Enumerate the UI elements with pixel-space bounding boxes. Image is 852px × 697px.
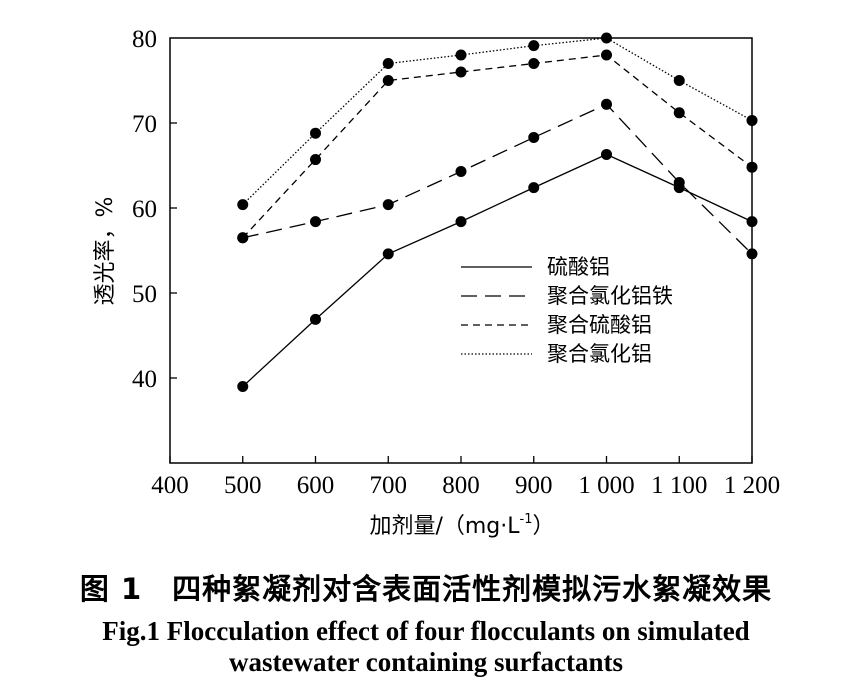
x-tick-label: 1 000 <box>578 472 634 499</box>
data-point <box>601 148 612 160</box>
series-line-3 <box>242 54 753 239</box>
x-tick-label: 1 100 <box>651 472 707 499</box>
y-tick-label: 80 <box>132 26 157 53</box>
data-point <box>310 313 321 325</box>
data-point <box>237 232 249 244</box>
data-point <box>455 216 467 228</box>
data-point <box>601 32 612 44</box>
y-tick-label: 70 <box>132 111 157 138</box>
series-line-4 <box>242 37 753 206</box>
data-point <box>237 199 249 211</box>
data-point <box>746 161 758 173</box>
data-point <box>601 49 612 61</box>
legend-label: 聚合硫酸铝 <box>547 313 652 337</box>
data-point <box>382 75 394 86</box>
y-tick-label: 50 <box>132 281 157 308</box>
series-line-1 <box>242 153 753 387</box>
x-tick-label: 600 <box>297 472 335 499</box>
data-point <box>746 114 758 126</box>
data-point <box>528 131 540 143</box>
x-axis-title: 加剂量/（mg·L-1） <box>369 512 554 539</box>
x-tick-label: 900 <box>515 472 553 499</box>
x-tick-label: 1 200 <box>724 472 780 499</box>
x-tick-label: 800 <box>442 472 480 499</box>
y-tick-label: 40 <box>132 366 157 393</box>
data-point <box>310 216 321 228</box>
y-tick-label: 60 <box>132 196 157 223</box>
data-point <box>746 216 758 228</box>
data-point <box>382 58 394 69</box>
chart: 400 500 600 700 800 900 1 000 1 100 1 200 40 50 60 7… <box>93 26 780 539</box>
data-point <box>528 58 540 69</box>
x-tick-label: 700 <box>370 472 408 499</box>
series-line-2 <box>242 103 753 255</box>
data-point <box>601 98 612 110</box>
data-point <box>673 107 685 119</box>
series-lines <box>242 37 753 387</box>
figure-caption-chinese: 图 1 四种絮凝剂对含表面活性剂模拟污水絮凝效果 <box>79 572 773 606</box>
axis-ticks: 400 500 600 700 800 900 1 000 1 100 1 200 40 50 60 7… <box>132 26 780 499</box>
data-point <box>310 154 321 166</box>
data-point <box>455 66 467 78</box>
x-tick-label: 400 <box>151 472 189 499</box>
data-point <box>382 199 394 211</box>
data-point <box>382 248 394 260</box>
data-point <box>237 381 249 392</box>
data-point <box>673 75 685 86</box>
figure-caption-english: Fig.1 Flocculation effect of four floccu… <box>102 616 750 677</box>
data-point <box>455 49 467 61</box>
data-point <box>310 127 321 139</box>
y-axis-title: 透光率，% <box>93 197 118 306</box>
data-point <box>746 248 758 260</box>
data-points <box>237 32 758 392</box>
x-tick-label: 500 <box>224 472 262 499</box>
legend-label: 硫酸铝 <box>547 255 610 279</box>
legend-label: 聚合氯化铝 <box>547 342 652 366</box>
data-point <box>528 40 540 52</box>
data-point <box>528 182 540 194</box>
data-point <box>455 165 467 177</box>
data-point <box>673 177 685 188</box>
legend-label: 聚合氯化铝铁 <box>547 284 673 308</box>
